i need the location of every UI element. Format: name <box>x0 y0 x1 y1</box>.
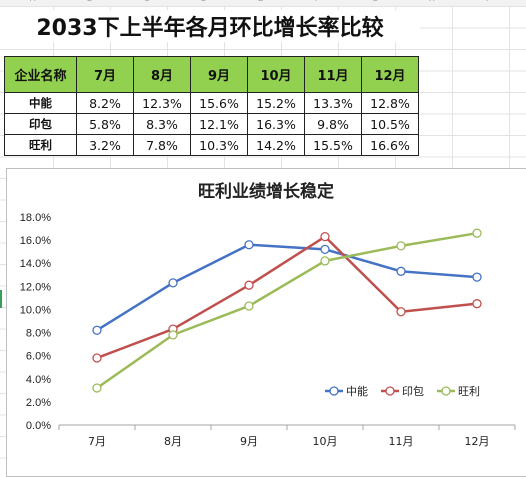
data-point[interactable] <box>92 383 102 393</box>
x-tick-label: 8月 <box>164 435 182 448</box>
table-header-row: 企业名称 7月 8月 9月 10月 11月 12月 <box>4 56 419 93</box>
data-point[interactable] <box>320 244 330 255</box>
header-sep[interactable]: 9月 <box>190 56 248 93</box>
data-point[interactable] <box>472 228 482 238</box>
y-tick-label: 16.0% <box>20 235 51 247</box>
row-label-zhongneng[interactable]: 中能 <box>4 92 77 114</box>
table-cell[interactable]: 15.2% <box>247 92 305 114</box>
table-row: 印包 5.8% 8.3% 12.1% 16.3% 9.8% 10.5% <box>4 113 419 135</box>
data-point[interactable] <box>92 325 102 335</box>
data-point[interactable] <box>320 256 330 266</box>
header-oct[interactable]: 10月 <box>247 56 305 93</box>
table-cell[interactable]: 3.2% <box>76 134 134 156</box>
header-dec[interactable]: 12月 <box>361 56 419 93</box>
table-cell[interactable]: 15.6% <box>190 92 248 114</box>
column-letter[interactable]: H <box>429 0 435 3</box>
chart-legend[interactable]: 中能 印包 旺利 <box>325 384 480 398</box>
x-tick-label: 11月 <box>389 435 414 448</box>
legend-marker <box>385 386 395 396</box>
y-tick-label: 12.0% <box>20 281 51 293</box>
data-point[interactable] <box>396 241 406 251</box>
y-tick-label: 2.0% <box>26 397 51 409</box>
y-tick-label: 10.0% <box>20 304 51 316</box>
data-point[interactable] <box>472 272 482 282</box>
row-label-yinbao[interactable]: 印包 <box>4 113 77 135</box>
data-point[interactable] <box>244 280 254 290</box>
chart-title: 旺利业绩增长稳定 <box>198 181 334 202</box>
y-tick-label: 4.0% <box>26 374 51 386</box>
table-cell[interactable]: 12.3% <box>133 92 191 114</box>
data-point[interactable] <box>168 330 178 340</box>
series-line-2[interactable] <box>96 235 478 360</box>
table-cell[interactable]: 12.1% <box>190 113 248 135</box>
x-tick-label: 7月 <box>88 435 106 448</box>
table-cell[interactable]: 8.3% <box>133 113 191 135</box>
column-letter[interactable]: D <box>201 0 207 3</box>
data-point[interactable] <box>472 299 482 309</box>
column-letter[interactable]: G <box>372 0 378 3</box>
row-label-wangli[interactable]: 旺利 <box>4 134 77 156</box>
chart-axes: 0.0% 2.0% 4.0% 6.0% 8.0% 10.0% 12.0% 14.0% 16.0%… <box>20 212 516 448</box>
data-point[interactable] <box>244 301 254 311</box>
data-point[interactable] <box>396 307 406 317</box>
y-tick-label: 18.0% <box>20 212 51 224</box>
column-letter[interactable]: I <box>486 0 488 3</box>
table-cell[interactable]: 10.5% <box>361 113 419 135</box>
series-line-1[interactable] <box>96 243 478 332</box>
table-cell[interactable]: 13.3% <box>304 92 362 114</box>
header-nov[interactable]: 11月 <box>304 56 362 93</box>
table-cell[interactable]: 14.2% <box>247 134 305 156</box>
legend-marker <box>329 386 339 396</box>
x-tick-label: 10月 <box>313 435 338 448</box>
column-letter[interactable]: F <box>315 0 320 3</box>
table-row: 中能 8.2% 12.3% 15.6% 15.2% 13.3% 12.8% <box>4 92 419 114</box>
header-jul[interactable]: 7月 <box>76 56 134 93</box>
data-point[interactable] <box>92 353 102 363</box>
x-tick-label: 9月 <box>240 435 258 448</box>
table-cell[interactable]: 16.6% <box>361 134 419 156</box>
sheet-title: 2033下上半年各月环比增长率比较 <box>0 10 420 42</box>
legend-label[interactable]: 印包 <box>402 385 424 398</box>
y-tick-label: 8.0% <box>26 328 51 340</box>
table-cell[interactable]: 9.8% <box>304 113 362 135</box>
data-point[interactable] <box>396 266 406 276</box>
growth-rate-table: 企业名称 7月 8月 9月 10月 11月 12月 中能 8.2% 12.3% … <box>4 56 419 156</box>
header-company[interactable]: 企业名称 <box>4 56 77 93</box>
x-tick-label: 12月 <box>465 435 490 448</box>
row-selection-marker <box>0 290 2 308</box>
legend-marker <box>441 386 451 396</box>
legend-label[interactable]: 旺利 <box>458 385 480 398</box>
data-point[interactable] <box>244 240 254 250</box>
line-chart[interactable]: 旺利业绩增长稳定 0.0% 2.0% 4.0% 6.0% 8.0% 10.0% 12.0% 1… <box>6 168 526 477</box>
header-aug[interactable]: 8月 <box>133 56 191 93</box>
chart-series <box>92 228 482 393</box>
table-cell[interactable]: 5.8% <box>76 113 134 135</box>
table-cell[interactable]: 16.3% <box>247 113 305 135</box>
table-cell[interactable]: 7.8% <box>133 134 191 156</box>
series-line-3[interactable] <box>96 231 478 390</box>
table-cell[interactable]: 10.3% <box>190 134 248 156</box>
table-cell[interactable]: 12.8% <box>361 92 419 114</box>
data-point[interactable] <box>320 231 330 242</box>
column-letter[interactable]: E <box>258 0 263 3</box>
y-tick-label: 6.0% <box>26 351 51 363</box>
column-letter[interactable]: B <box>87 0 92 3</box>
table-row: 旺利 3.2% 7.8% 10.3% 14.2% 15.5% 16.6% <box>4 134 419 156</box>
column-letter[interactable]: A <box>30 0 35 3</box>
legend-label[interactable]: 中能 <box>346 384 368 398</box>
y-tick-label: 14.0% <box>20 258 51 270</box>
y-tick-label: 0.0% <box>26 420 51 432</box>
chart-canvas: 旺利业绩增长稳定 0.0% 2.0% 4.0% 6.0% 8.0% 10.0% 12.0% 1… <box>20 181 516 448</box>
data-point[interactable] <box>168 278 178 288</box>
column-letter[interactable]: C <box>144 0 150 3</box>
table-cell[interactable]: 15.5% <box>304 134 362 156</box>
table-cell[interactable]: 8.2% <box>76 92 134 114</box>
